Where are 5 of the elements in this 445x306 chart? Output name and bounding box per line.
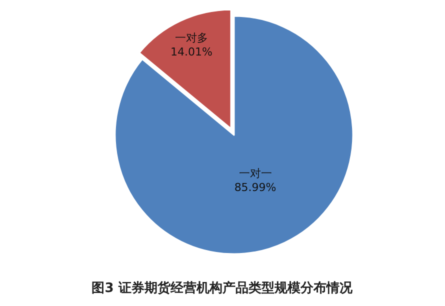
slice-label: 一对多 <box>174 32 208 45</box>
data-label: 14.01% <box>170 46 212 59</box>
slice-label: 一对一 <box>238 167 272 180</box>
text: 图3 证券期货经营机构产品类型规模分布情况 <box>92 280 354 296</box>
data-label: 85.99% <box>234 181 276 194</box>
